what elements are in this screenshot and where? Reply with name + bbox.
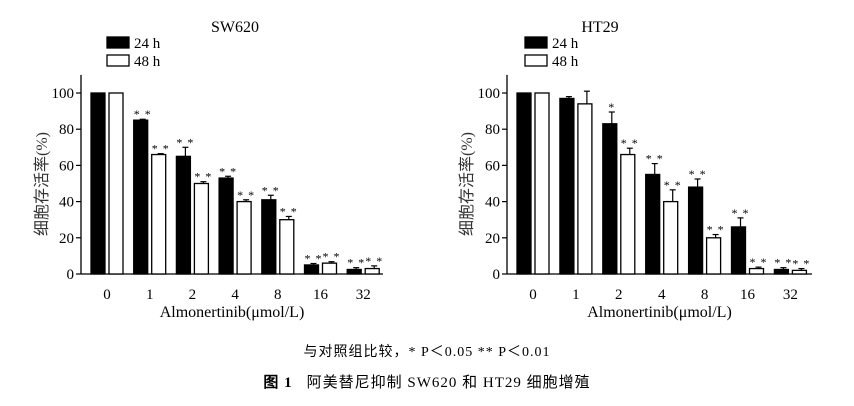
bar-24h (133, 119, 149, 275)
x-tick-label: 0 (529, 287, 537, 303)
bar-24h (730, 226, 747, 275)
chart-title: SW620 (211, 19, 259, 36)
significance-mark: * * (134, 107, 152, 121)
significance-mark: * * (176, 135, 194, 149)
legend-label: 48 h (134, 54, 161, 70)
significance-mark: * * (305, 252, 323, 266)
y-tick-label: 100 (52, 86, 75, 102)
x-tick-label: 0 (103, 287, 111, 303)
significance-mark: * * (792, 257, 810, 271)
significance-mark: * * (774, 256, 792, 270)
significance-mark: * * (237, 188, 255, 202)
bar-24h (516, 92, 532, 275)
bar-24h (645, 173, 661, 275)
bar-48h (279, 219, 295, 275)
x-tick-label: 16 (313, 287, 329, 303)
bar-24h (175, 155, 192, 275)
x-tick-label: 32 (356, 287, 371, 303)
bar-24h (602, 123, 618, 275)
significance-mark: * * (365, 254, 383, 268)
x-axis-label: Almonertinib(μmol/L) (160, 304, 305, 321)
legend-swatch (524, 36, 548, 49)
legend-swatch (524, 54, 548, 67)
x-tick-label: 32 (783, 287, 798, 303)
bar-24h (346, 268, 362, 275)
y-tick-label: 80 (485, 122, 500, 138)
y-tick-label: 40 (485, 195, 500, 211)
significance-mark: * * (664, 178, 682, 192)
legend-label: 24 h (134, 36, 161, 52)
significance-mark: * * (262, 183, 280, 197)
y-tick-label: 80 (59, 122, 74, 138)
significance-mark: * * (194, 170, 212, 184)
bar-24h (303, 264, 320, 275)
bar-48h (193, 182, 210, 275)
legend-label: 48 h (552, 54, 579, 70)
figure-caption: 图 1 阿美替尼抑制 SW620 和 HT29 细胞增殖 (0, 371, 854, 392)
bar-48h (236, 200, 252, 275)
legend-label: 24 h (552, 36, 579, 52)
bar-48h (705, 237, 722, 275)
x-tick-label: 2 (615, 287, 623, 303)
significance-mark: * * (280, 204, 298, 218)
significance-mark: * * (732, 206, 750, 220)
bar-24h (218, 177, 234, 275)
y-tick-label: 60 (59, 158, 74, 174)
legend-swatch (106, 36, 130, 49)
x-tick-label: 8 (274, 287, 282, 303)
x-tick-label: 2 (189, 287, 197, 303)
x-tick-label: 4 (231, 287, 239, 303)
significance-mark: * * (219, 164, 237, 178)
significance-note: 与对照组比较，* P＜0.05 ** P＜0.01 (303, 345, 551, 360)
y-tick-label: 0 (67, 267, 75, 283)
x-tick-label: 4 (658, 287, 666, 303)
figure-caption-text: 阿美替尼抑制 SW620 和 HT29 细胞增殖 (306, 375, 591, 391)
significance-mark: * * (323, 250, 341, 264)
y-tick-label: 40 (59, 195, 74, 211)
y-tick-label: 0 (493, 267, 501, 283)
significance-mark: * * (750, 255, 768, 269)
bar-24h (559, 97, 575, 275)
y-axis-label: 细胞存活率(%) (33, 132, 51, 236)
y-tick-label: 100 (478, 86, 501, 102)
significance-mark: * * (646, 152, 664, 166)
bar-48h (108, 92, 124, 275)
figure-label: 图 1 (263, 375, 293, 391)
bar-24h (687, 186, 704, 275)
bar-24h (261, 199, 277, 275)
bar-24h (773, 268, 790, 275)
significance-mark: * * (152, 142, 170, 156)
bar-48h (577, 103, 593, 275)
bar-48h (534, 92, 550, 275)
legend-swatch (106, 54, 130, 67)
bar-48h (321, 262, 338, 275)
bar-48h (748, 267, 765, 275)
y-axis-label: 细胞存活率(%) (458, 132, 476, 236)
y-tick-label: 60 (485, 158, 500, 174)
significance-mark: * * (621, 136, 639, 150)
x-tick-label: 16 (740, 287, 756, 303)
x-tick-label: 8 (701, 287, 709, 303)
bar-48h (791, 269, 808, 275)
chart-title: HT29 (581, 19, 618, 36)
significance-mark: * (608, 100, 615, 114)
bar-48h (620, 153, 636, 275)
bar-24h (90, 92, 106, 275)
significance-mark: * * (707, 223, 725, 237)
y-tick-label: 20 (59, 231, 74, 247)
bar-48h (663, 200, 679, 275)
bar-48h (151, 153, 167, 275)
bar-48h (364, 267, 380, 275)
x-axis-label: Almonertinib(μmol/L) (587, 304, 732, 321)
y-tick-label: 20 (485, 231, 500, 247)
significance-mark: * * (689, 167, 707, 181)
x-tick-label: 1 (146, 287, 154, 303)
x-tick-label: 1 (572, 287, 580, 303)
significance-mark: * * (347, 256, 365, 270)
